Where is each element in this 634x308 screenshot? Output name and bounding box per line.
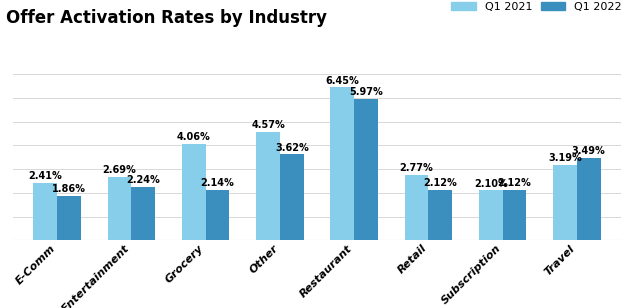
Bar <box>108 176 131 240</box>
Text: 4.06%: 4.06% <box>177 132 210 142</box>
Bar <box>34 183 57 240</box>
Bar <box>256 132 280 240</box>
Text: 2.14%: 2.14% <box>201 178 235 188</box>
Text: 2.10%: 2.10% <box>474 179 508 188</box>
Text: 2.24%: 2.24% <box>126 175 160 185</box>
Text: 3.19%: 3.19% <box>548 153 582 163</box>
Text: 2.77%: 2.77% <box>399 163 433 173</box>
Text: 6.45%: 6.45% <box>325 75 359 86</box>
Text: Offer Activation Rates by Industry: Offer Activation Rates by Industry <box>6 9 327 27</box>
Bar <box>479 190 503 240</box>
Text: 5.97%: 5.97% <box>349 87 383 97</box>
Text: 1.86%: 1.86% <box>52 184 86 194</box>
Text: 2.12%: 2.12% <box>424 178 457 188</box>
Bar <box>354 99 378 240</box>
Text: 3.49%: 3.49% <box>572 146 605 156</box>
Bar <box>280 155 304 240</box>
Bar <box>577 158 600 240</box>
Text: 2.41%: 2.41% <box>29 171 62 181</box>
Text: 2.69%: 2.69% <box>103 164 136 175</box>
Bar <box>205 189 230 240</box>
Bar <box>429 190 452 240</box>
Bar <box>182 144 205 240</box>
Bar <box>131 187 155 240</box>
Text: 3.62%: 3.62% <box>275 143 309 152</box>
Bar <box>503 190 526 240</box>
Bar <box>404 175 429 240</box>
Legend: Q1 2021, Q1 2022: Q1 2021, Q1 2022 <box>451 2 622 12</box>
Text: 2.12%: 2.12% <box>498 178 531 188</box>
Bar <box>330 87 354 240</box>
Bar <box>553 165 577 240</box>
Bar <box>57 196 81 240</box>
Text: 4.57%: 4.57% <box>251 120 285 130</box>
